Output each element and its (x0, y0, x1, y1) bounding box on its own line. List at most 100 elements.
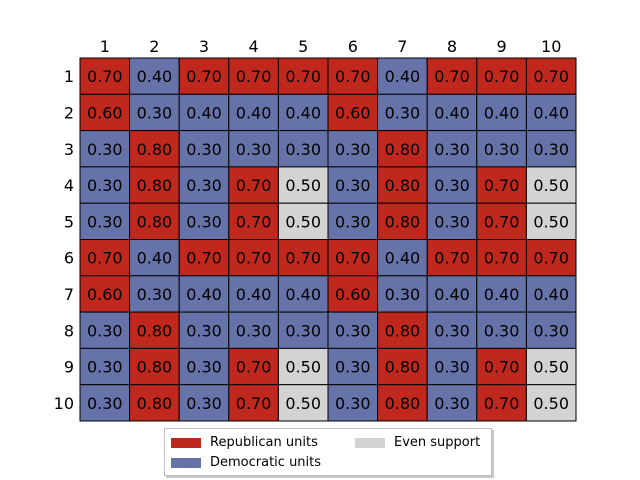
cell-value-label: 0.70 (484, 212, 520, 231)
cell-value-label: 0.40 (137, 67, 173, 86)
heatmap-cell-r3-c8 (426, 130, 478, 168)
cell-value-label: 0.80 (385, 212, 421, 231)
cell-value-label: 0.70 (484, 176, 520, 195)
cell-value-label: 0.50 (533, 394, 569, 413)
cell-value-label: 0.80 (137, 212, 173, 231)
cell-value-label: 0.40 (236, 285, 272, 304)
heatmap-cell-r10-c1 (79, 384, 131, 422)
cell-value-label: 0.50 (285, 176, 321, 195)
cell-value-label: 0.80 (385, 176, 421, 195)
heatmap-cell-r5-c5 (277, 202, 329, 240)
cell-value-label: 0.70 (434, 249, 470, 268)
x-tick-label: 6 (348, 37, 358, 56)
heatmap-cell-r7-c10 (525, 275, 577, 313)
heatmap-cell-r8-c4 (228, 311, 279, 349)
cell-value-label: 0.30 (484, 321, 520, 340)
x-tick-label: 1 (100, 37, 110, 56)
legend: Republican units Democratic units Even s… (164, 428, 492, 476)
heatmap-cell-r9-c2 (129, 347, 180, 386)
cell-value-label: 0.30 (186, 321, 222, 340)
cell-value-label: 0.40 (533, 285, 569, 304)
y-tick-label: 1 (64, 67, 74, 86)
cell-value-label: 0.30 (533, 140, 569, 159)
heatmap-cell-r8-c8 (426, 311, 478, 349)
cell-value-label: 0.30 (186, 358, 222, 377)
cell-value-label: 0.30 (335, 176, 371, 195)
heatmap-cell-r10-c2 (129, 384, 180, 422)
y-tick-label: 2 (64, 103, 74, 122)
cell-value-label: 0.30 (87, 358, 123, 377)
heatmap-cell-r5-c7 (377, 202, 428, 240)
heatmap-cell-r1-c6 (327, 57, 379, 95)
cell-value-label: 0.30 (434, 140, 470, 159)
heatmap-cell-r5-c10 (525, 202, 577, 240)
heatmap-cell-r6-c6 (327, 239, 379, 277)
cell-value-label: 0.70 (236, 394, 272, 413)
y-tick-label: 7 (64, 285, 74, 304)
heatmap-cell-r10-c6 (327, 384, 379, 422)
cell-value-label: 0.70 (484, 358, 520, 377)
cell-value-label: 0.30 (186, 212, 222, 231)
heatmap-cell-r7-c6 (327, 275, 379, 313)
y-tick-label: 9 (64, 358, 74, 377)
heatmap-cell-r6-c1 (79, 239, 131, 277)
y-tick-label: 8 (64, 321, 74, 340)
heatmap-cell-r7-c9 (476, 275, 527, 313)
cell-value-label: 0.70 (87, 249, 123, 268)
cell-value-label: 0.30 (236, 140, 272, 159)
heatmap-cell-r10-c8 (426, 384, 478, 422)
cell-value-label: 0.70 (335, 67, 371, 86)
heatmap-cell-r6-c5 (277, 239, 329, 277)
heatmap-cell-r6-c9 (476, 239, 527, 277)
cell-value-label: 0.30 (137, 285, 173, 304)
cell-value-label: 0.70 (186, 67, 222, 86)
cell-value-label: 0.40 (385, 249, 421, 268)
cell-value-label: 0.30 (335, 140, 371, 159)
heatmap-cell-r2-c10 (525, 93, 577, 132)
legend-item-republican: Republican units (171, 435, 318, 450)
cell-value-label: 0.40 (186, 103, 222, 122)
heatmap-cell-r5-c2 (129, 202, 180, 240)
cell-value-label: 0.30 (87, 212, 123, 231)
heatmap-cell-r3-c10 (525, 130, 577, 168)
heatmap-cell-r2-c7 (377, 93, 428, 132)
heatmap-cell-r1-c2 (129, 57, 180, 95)
cell-value-label: 0.30 (285, 321, 321, 340)
heatmap-cell-r10-c3 (178, 384, 230, 422)
heatmap-cell-r1-c1 (79, 57, 131, 95)
heatmap-cell-r5-c6 (327, 202, 379, 240)
heatmap-cell-r9-c4 (228, 347, 279, 386)
cell-value-label: 0.40 (533, 103, 569, 122)
heatmap-cell-r10-c4 (228, 384, 279, 422)
heatmap-cell-r8-c9 (476, 311, 527, 349)
cell-value-label: 0.30 (335, 358, 371, 377)
x-tick-label: 8 (447, 37, 457, 56)
cell-value-label: 0.30 (434, 176, 470, 195)
cell-value-label: 0.30 (87, 176, 123, 195)
cell-value-label: 0.30 (335, 321, 371, 340)
cell-value-label: 0.80 (385, 394, 421, 413)
x-tick-labels: 1 2 3 4 5 6 7 8 9 10 (100, 37, 562, 56)
cell-value-label: 0.60 (87, 285, 123, 304)
heatmap-cell-r3-c9 (476, 130, 527, 168)
cell-value-label: 0.80 (137, 176, 173, 195)
heatmap-cell-r2-c2 (129, 93, 180, 132)
heatmap-cell-r4-c7 (377, 166, 428, 204)
heatmap-cell-r3-c2 (129, 130, 180, 168)
cell-value-label: 0.70 (484, 394, 520, 413)
heatmap-cell-r4-c10 (525, 166, 577, 204)
cell-value-label: 0.70 (533, 67, 569, 86)
cell-value-label: 0.30 (186, 140, 222, 159)
cell-value-label: 0.70 (186, 249, 222, 268)
legend-label-republican: Republican units (210, 435, 318, 450)
legend-label-even: Even support (394, 435, 481, 450)
x-tick-label: 2 (149, 37, 159, 56)
heatmap-cell-r2-c6 (327, 93, 379, 132)
cell-value-label: 0.70 (87, 67, 123, 86)
heatmap-cell-r3-c3 (178, 130, 230, 168)
cell-value-label: 0.70 (236, 249, 272, 268)
cell-value-label: 0.40 (137, 249, 173, 268)
heatmap-cell-r9-c1 (79, 347, 131, 386)
cell-value-label: 0.30 (236, 321, 272, 340)
